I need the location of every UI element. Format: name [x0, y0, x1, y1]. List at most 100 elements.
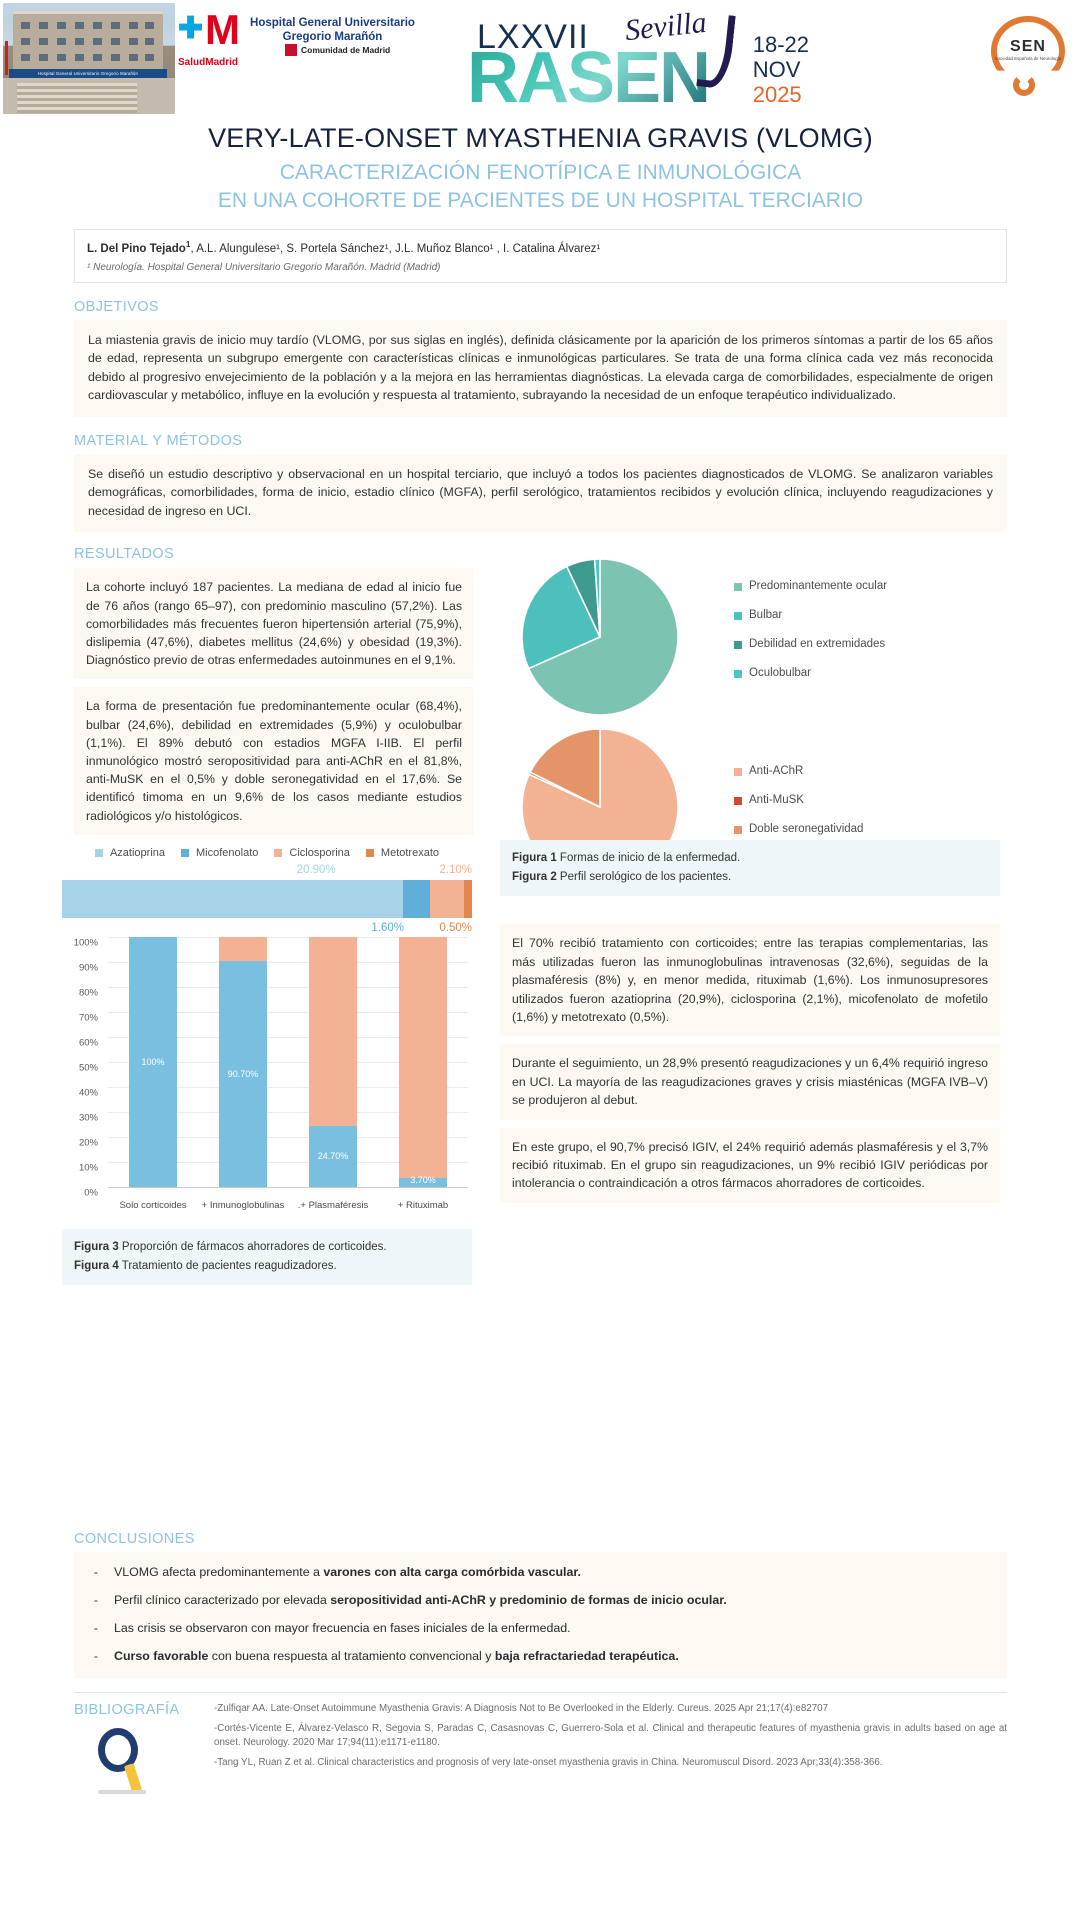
resultados-paragraph-4: Durante el seguimiento, un 28,9% present…	[500, 1044, 1000, 1120]
resultados-paragraph-2: La forma de presentación fue predominant…	[74, 687, 474, 835]
pie-slice	[529, 728, 601, 809]
section-heading-objetivos: OBJETIVOS	[74, 298, 159, 315]
congress-day-range: 18-22	[752, 32, 809, 57]
pie-slice	[527, 558, 679, 717]
legend-item: Ciclosporina	[274, 846, 350, 860]
section-heading-resultados: RESULTADOS	[74, 546, 175, 563]
poster-header: Hospital General Universitario Gregorio …	[0, 0, 1081, 115]
bibliography-reference: -Tang YL, Ruan Z et al. Clinical charact…	[214, 1756, 883, 1768]
caption-figura-2-label: Figura 2	[512, 871, 557, 884]
first-author: L. Del Pino Tejado	[87, 242, 186, 255]
legend-swatch	[734, 583, 742, 592]
x-axis-tick-label: Solo corticoides	[119, 1200, 187, 1212]
legend-item: Metotrexato	[365, 846, 440, 860]
x-axis-tick-label: .+ Plasmaféresis	[297, 1200, 369, 1212]
legend-swatch	[734, 825, 742, 834]
caption-figura-1-label: Figura 1	[512, 852, 557, 865]
affiliation-line: ¹ Neurología. Hospital General Universit…	[87, 261, 441, 273]
legend-item: Bulbar	[734, 608, 887, 622]
figura-1-legend: Predominantemente ocular Bulbar Debilidad …	[734, 579, 887, 695]
figura-3-legend: Azatioprina Micofenolato Ciclosporina Metot…	[62, 846, 472, 860]
conclusion-item: - Perfil clínico caracterizado por elevad…	[88, 1591, 993, 1610]
legend-item: Oculobulbar	[734, 666, 887, 680]
resultados-paragraph-3: El 70% recibió tratamiento con corticoid…	[500, 924, 1000, 1037]
hospital-photo: Hospital General Universitario Gregorio …	[3, 3, 175, 114]
legend-swatch	[181, 849, 190, 858]
poster-subtitle-line1: CARACTERIZACIÓN FENOTÍPICA E INMUNOLÓGIC…	[279, 161, 802, 184]
congress-acronym: RASEN	[467, 38, 711, 118]
legend-label: Metotrexato	[380, 847, 440, 860]
figura-4-x-axis: Solo corticoides + Inmunoglobulinas .+ Pla…	[108, 1200, 468, 1211]
legend-label: Anti-AChR	[749, 764, 804, 777]
y-axis-tick-label: 10%	[78, 1162, 98, 1174]
resultados-right-column: El 70% recibió tratamiento con corticoid…	[500, 924, 1000, 1203]
column-segment	[218, 937, 268, 961]
gridline	[108, 1162, 468, 1164]
figura-4-y-axis: 0% 10% 20% 30% 40% 50% 60% 70% 80% 90% 100%	[62, 937, 104, 1199]
column-value-label: 24.70%	[317, 1151, 349, 1162]
poster-subtitle: CARACTERIZACIÓN FENOTÍPICA E INMUNOLÓGIC…	[0, 159, 1081, 215]
bar-value-label: 20.90%	[296, 864, 336, 877]
x-axis-tick-label: + Inmunoglobulinas	[201, 1200, 285, 1212]
photo-steps	[17, 83, 137, 113]
captions-figura-3-4: Figura 3 Proporción de fármacos ahorrado…	[62, 1229, 472, 1286]
legend-label: Debilidad en extremidades	[749, 638, 886, 651]
conclusion-text: Las crisis se observaron con mayor frecu…	[114, 1621, 571, 1636]
legend-label: Anti-MuSK	[749, 793, 804, 806]
section-heading-conclusiones: CONCLUSIONES	[74, 1531, 195, 1548]
figura-2-legend: Anti-AChR Anti-MuSK Doble seronegatividad	[734, 764, 863, 851]
figura-4-plot: 100% 90.70% 24.70% 3.70%	[108, 937, 468, 1189]
authors-line: L. Del Pino Tejado1, A.L. Alungulese¹, S…	[87, 240, 601, 255]
figura-3-top-value-labels: 20.90% 2.10%	[62, 864, 472, 880]
caption-figura-4: Figura 4 Tratamiento de pacientes reagud…	[74, 1257, 460, 1276]
column-stack: 90.70%	[218, 937, 268, 1188]
column-segment	[308, 937, 358, 1126]
caption-figura-1: Figura 1 Formas de inicio de la enfermed…	[512, 849, 988, 868]
gridline	[108, 1012, 468, 1014]
legend-item: Predominantemente ocular	[734, 579, 887, 593]
gridline	[108, 1187, 468, 1189]
sen-abbreviation: SEN	[1010, 38, 1046, 55]
gridline	[108, 1037, 468, 1039]
legend-label: Bulbar	[749, 609, 783, 622]
salud-madrid-mark: ✚ M SaludMadrid	[178, 8, 240, 69]
legend-label: Azatioprina	[109, 847, 166, 860]
column-group: 100%	[108, 937, 198, 1188]
y-axis-tick-label: 60%	[78, 1037, 98, 1049]
caption-figura-2: Figura 2 Perfil serológico de los pacien…	[512, 868, 988, 887]
resultados-paragraph-5: En este grupo, el 90,7% precisó IGIV, el…	[500, 1127, 1000, 1203]
comunidad-label: Comunidad de Madrid	[301, 45, 391, 55]
other-authors: , A.L. Alungulese¹, S. Portela Sánchez¹,…	[190, 242, 601, 255]
photo-hospital-sign: Hospital General Universitario Gregorio …	[9, 69, 167, 78]
conclusion-text: Curso favorable con buena respuesta al t…	[114, 1649, 679, 1664]
bullet-dash: -	[93, 1621, 99, 1636]
column-stack: 100%	[128, 937, 178, 1188]
y-axis-tick-label: 30%	[78, 1112, 98, 1124]
column-segment: 24.70%	[308, 1125, 358, 1188]
column-stack: 24.70%	[308, 937, 358, 1188]
column-group: 90.70%	[198, 937, 288, 1188]
y-axis-tick-label: 100%	[73, 937, 98, 949]
legend-swatch	[274, 849, 283, 858]
legend-label: Ciclosporina	[289, 847, 350, 860]
bar-segment	[463, 880, 472, 919]
y-axis-tick-label: 80%	[78, 987, 98, 999]
legend-item: Azatioprina	[94, 846, 166, 860]
figura-3-bar	[62, 880, 472, 919]
caption-figura-4-text: Tratamiento de pacientes reagudizadores.	[118, 1260, 337, 1273]
bar-value-label: 1.60%	[371, 922, 404, 935]
column-value-label: 100%	[141, 1057, 165, 1068]
gridline	[108, 1062, 468, 1064]
section-heading-material: MATERIAL Y MÉTODOS	[74, 432, 243, 449]
conclusion-item: - Curso favorable con buena respuesta al …	[88, 1647, 993, 1666]
rasen-congress-logo: LXXVII RASEN Sevilla 18-22 NOV 2025	[465, 4, 815, 114]
caption-figura-4-label: Figura 4	[74, 1260, 119, 1273]
legend-item: Debilidad en extremidades	[734, 637, 887, 651]
y-axis-tick-label: 0%	[84, 1187, 98, 1199]
section-body-conclusiones: - VLOMG afecta predominantemente a varone…	[74, 1552, 1007, 1679]
y-axis-tick-label: 90%	[78, 962, 98, 974]
column-value-label: 90.70%	[227, 1068, 259, 1079]
y-axis-tick-label: 40%	[78, 1087, 98, 1099]
column-group: 3.70%	[378, 937, 468, 1188]
sen-tail-icon	[1013, 74, 1035, 96]
